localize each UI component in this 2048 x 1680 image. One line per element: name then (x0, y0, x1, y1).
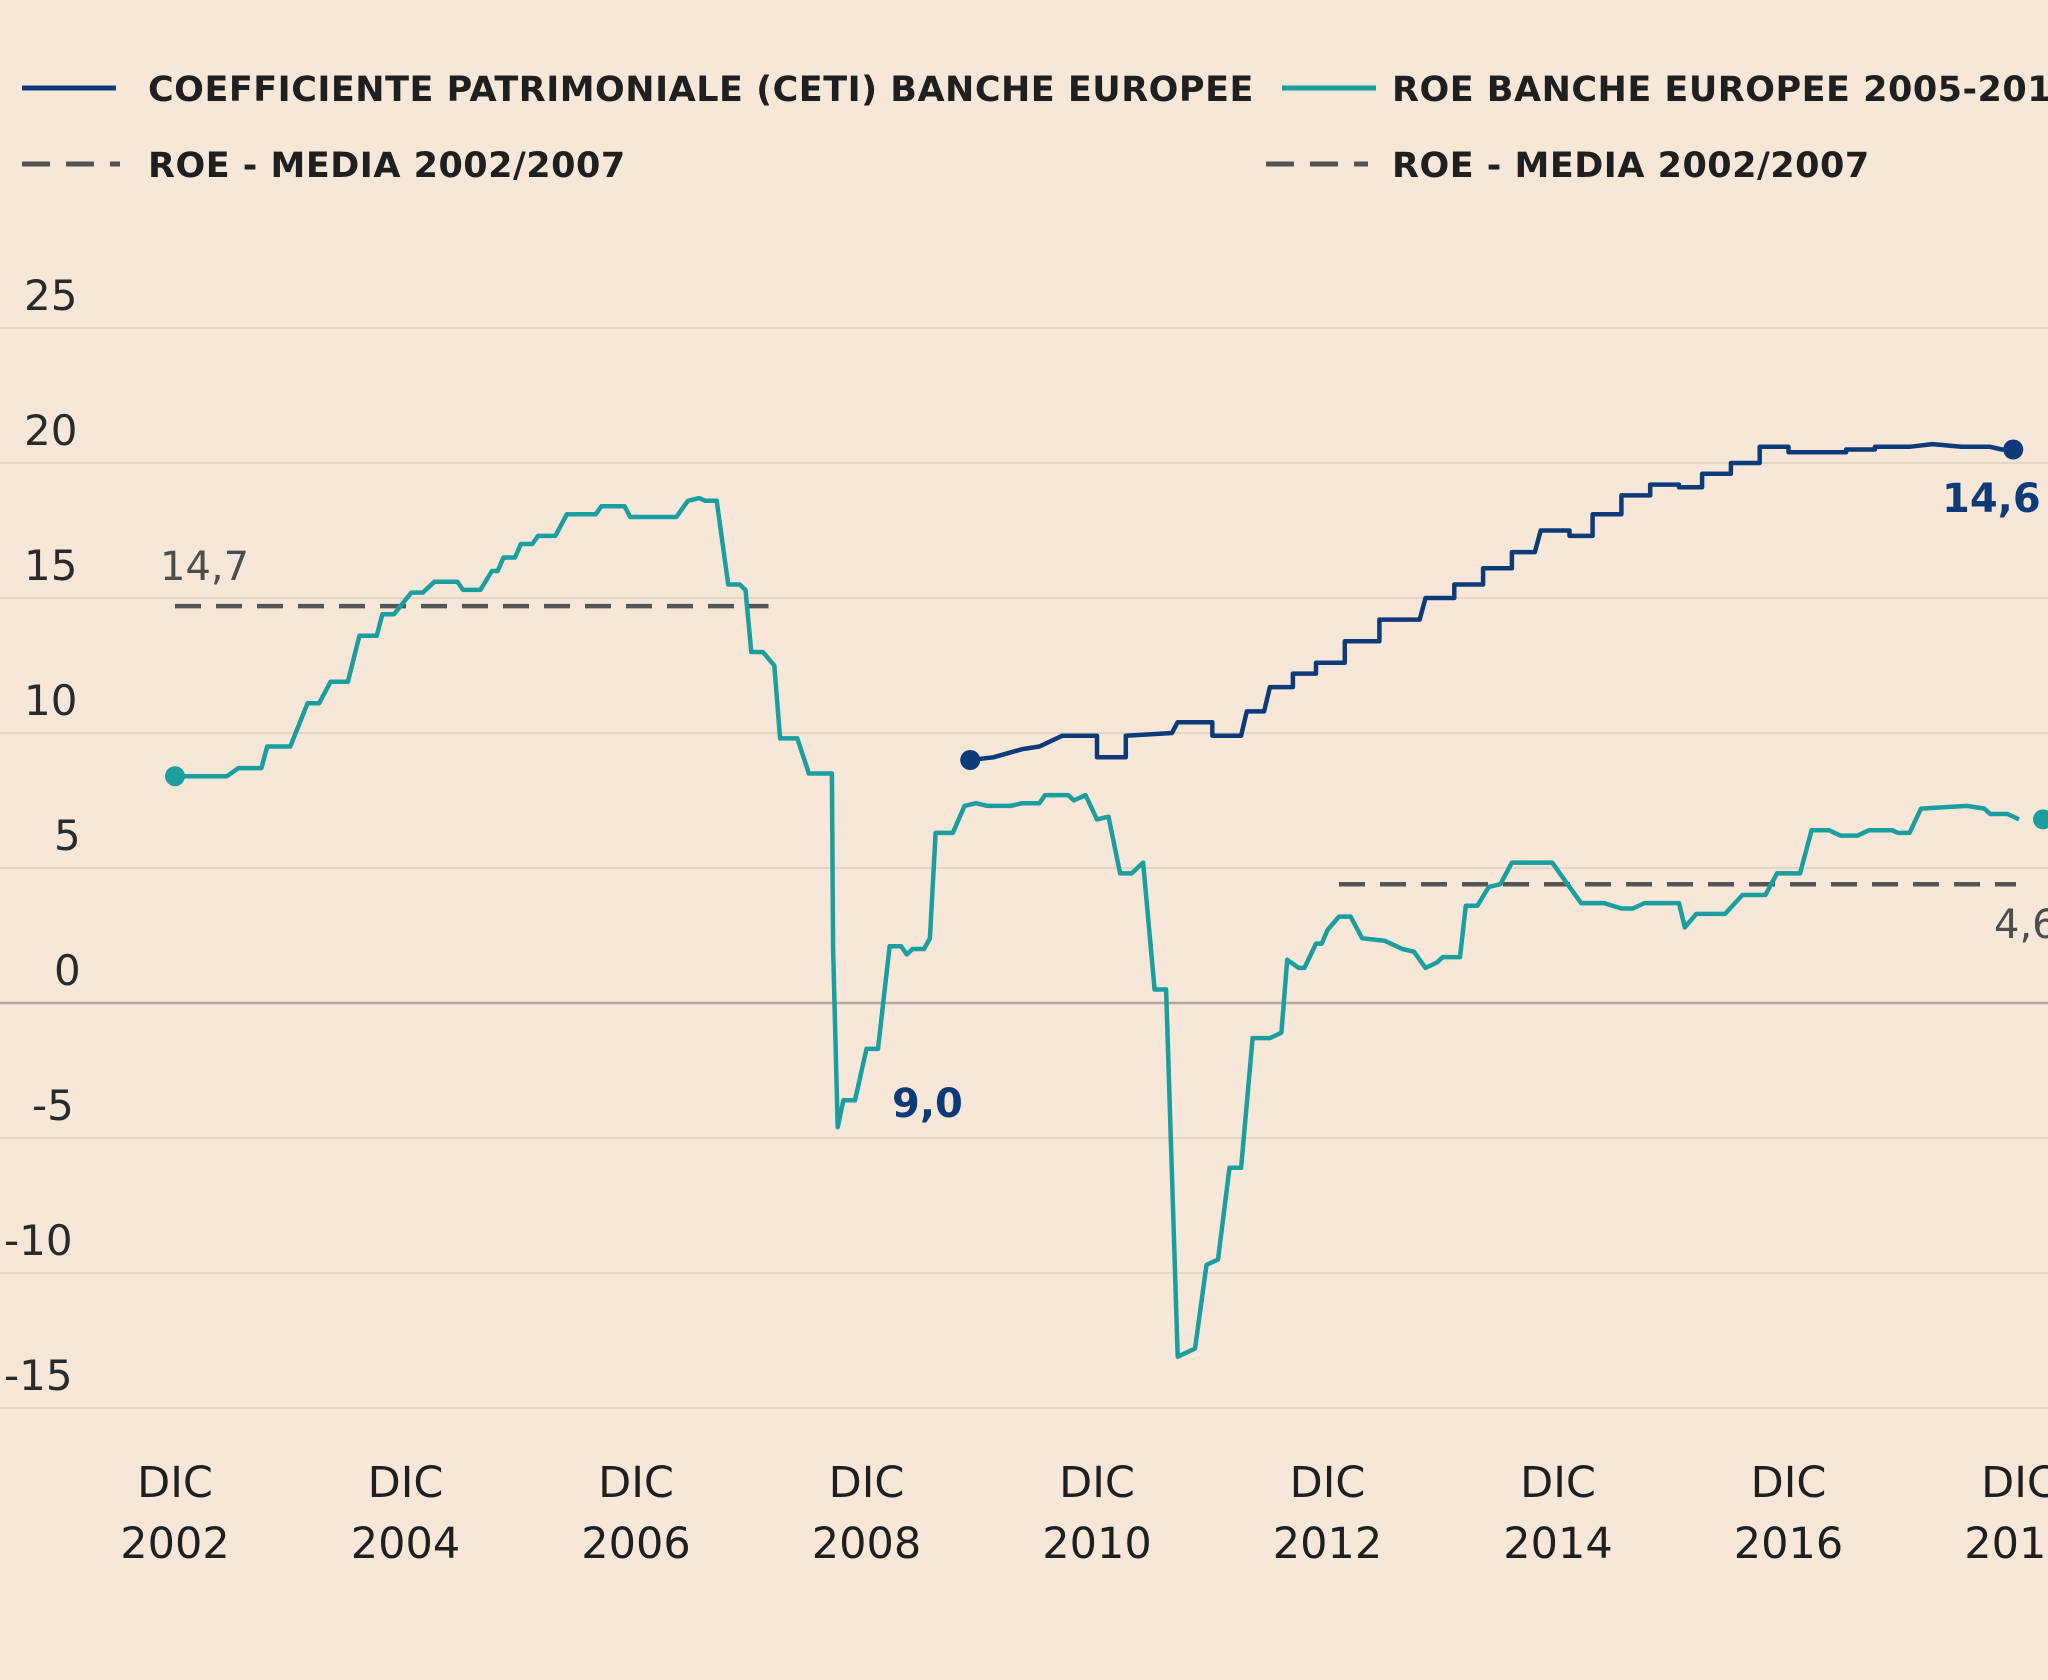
x-tick-label-year: 2004 (351, 1519, 460, 1569)
x-tick-label-month: DIC (1751, 1458, 1827, 1508)
annotation-left-mean: 14,7 (160, 544, 249, 590)
y-tick-label: 0 (54, 946, 81, 995)
series-line-ceti (969, 441, 2014, 763)
series-line-roe (175, 495, 2020, 1359)
legend-label-roe: ROE BANCHE EUROPEE 2005-2019 (1392, 70, 2048, 110)
x-tick-label-year: 2002 (120, 1519, 229, 1569)
legend: COEFFICIENTE PATRIMONIALE (CETI) BANCHE … (22, 70, 2048, 186)
series-lines (165, 439, 2048, 1359)
series-point-end-roe (2033, 809, 2048, 830)
x-tick-label-year: 2010 (1042, 1519, 1151, 1569)
legend-label-ceti: COEFFICIENTE PATRIMONIALE (CETI) BANCHE … (148, 70, 1254, 110)
x-tick-label-month: DIC (368, 1458, 444, 1508)
y-tick-label: -5 (32, 1081, 74, 1130)
x-tick-label-month: DIC (1520, 1458, 1596, 1508)
annotation-ceti-start: 9,0 (892, 1081, 963, 1127)
annotation-right-mean: 4,6 (1994, 902, 2048, 948)
series-point-end-ceti (2003, 439, 2024, 460)
x-tick-label-year: 2014 (1503, 1519, 1612, 1569)
x-tick-label-year: 2012 (1273, 1519, 1382, 1569)
x-tick-label-year: 2018 (1964, 1519, 2048, 1569)
x-tick-label-month: DIC (1059, 1458, 1135, 1508)
series-point-start-ceti (960, 750, 981, 770)
y-axis-ticks: 25 20 15 10 5 0 -5 -10 -15 (4, 271, 81, 1400)
legend-label-mean-right: ROE - MEDIA 2002/2007 (1392, 146, 1870, 186)
x-axis-ticks: DIC 2002 DIC 2004 DIC 2006 DIC 2008 DIC 2010 DIC 20… (120, 1458, 2048, 1569)
gridlines (0, 327, 2048, 1409)
x-tick-label-month: DIC (1981, 1458, 2048, 1508)
x-tick-label-month: DIC (829, 1458, 905, 1508)
x-tick-label-year: 2006 (581, 1519, 690, 1569)
y-tick-label: -10 (4, 1216, 73, 1265)
series-point-start-roe (165, 766, 185, 787)
x-tick-label-month: DIC (1290, 1458, 1366, 1508)
y-tick-label: 15 (24, 541, 77, 590)
annotation-ceti-end: 14,6 (1942, 476, 2041, 522)
x-tick-label-year: 2008 (812, 1519, 921, 1569)
x-tick-label-month: DIC (137, 1458, 213, 1508)
y-tick-label: -15 (4, 1351, 73, 1400)
mean-lines (175, 603, 2016, 887)
x-tick-label-month: DIC (598, 1458, 674, 1508)
legend-label-mean-left: ROE - MEDIA 2002/2007 (148, 146, 626, 186)
y-tick-label: 25 (24, 271, 77, 320)
y-tick-label: 5 (54, 811, 81, 860)
annotations: 14,7 4,6 9,0 14,6 (160, 476, 2048, 1127)
y-tick-label: 20 (24, 406, 77, 455)
y-tick-label: 10 (24, 676, 77, 725)
x-tick-label-year: 2016 (1734, 1519, 1843, 1569)
